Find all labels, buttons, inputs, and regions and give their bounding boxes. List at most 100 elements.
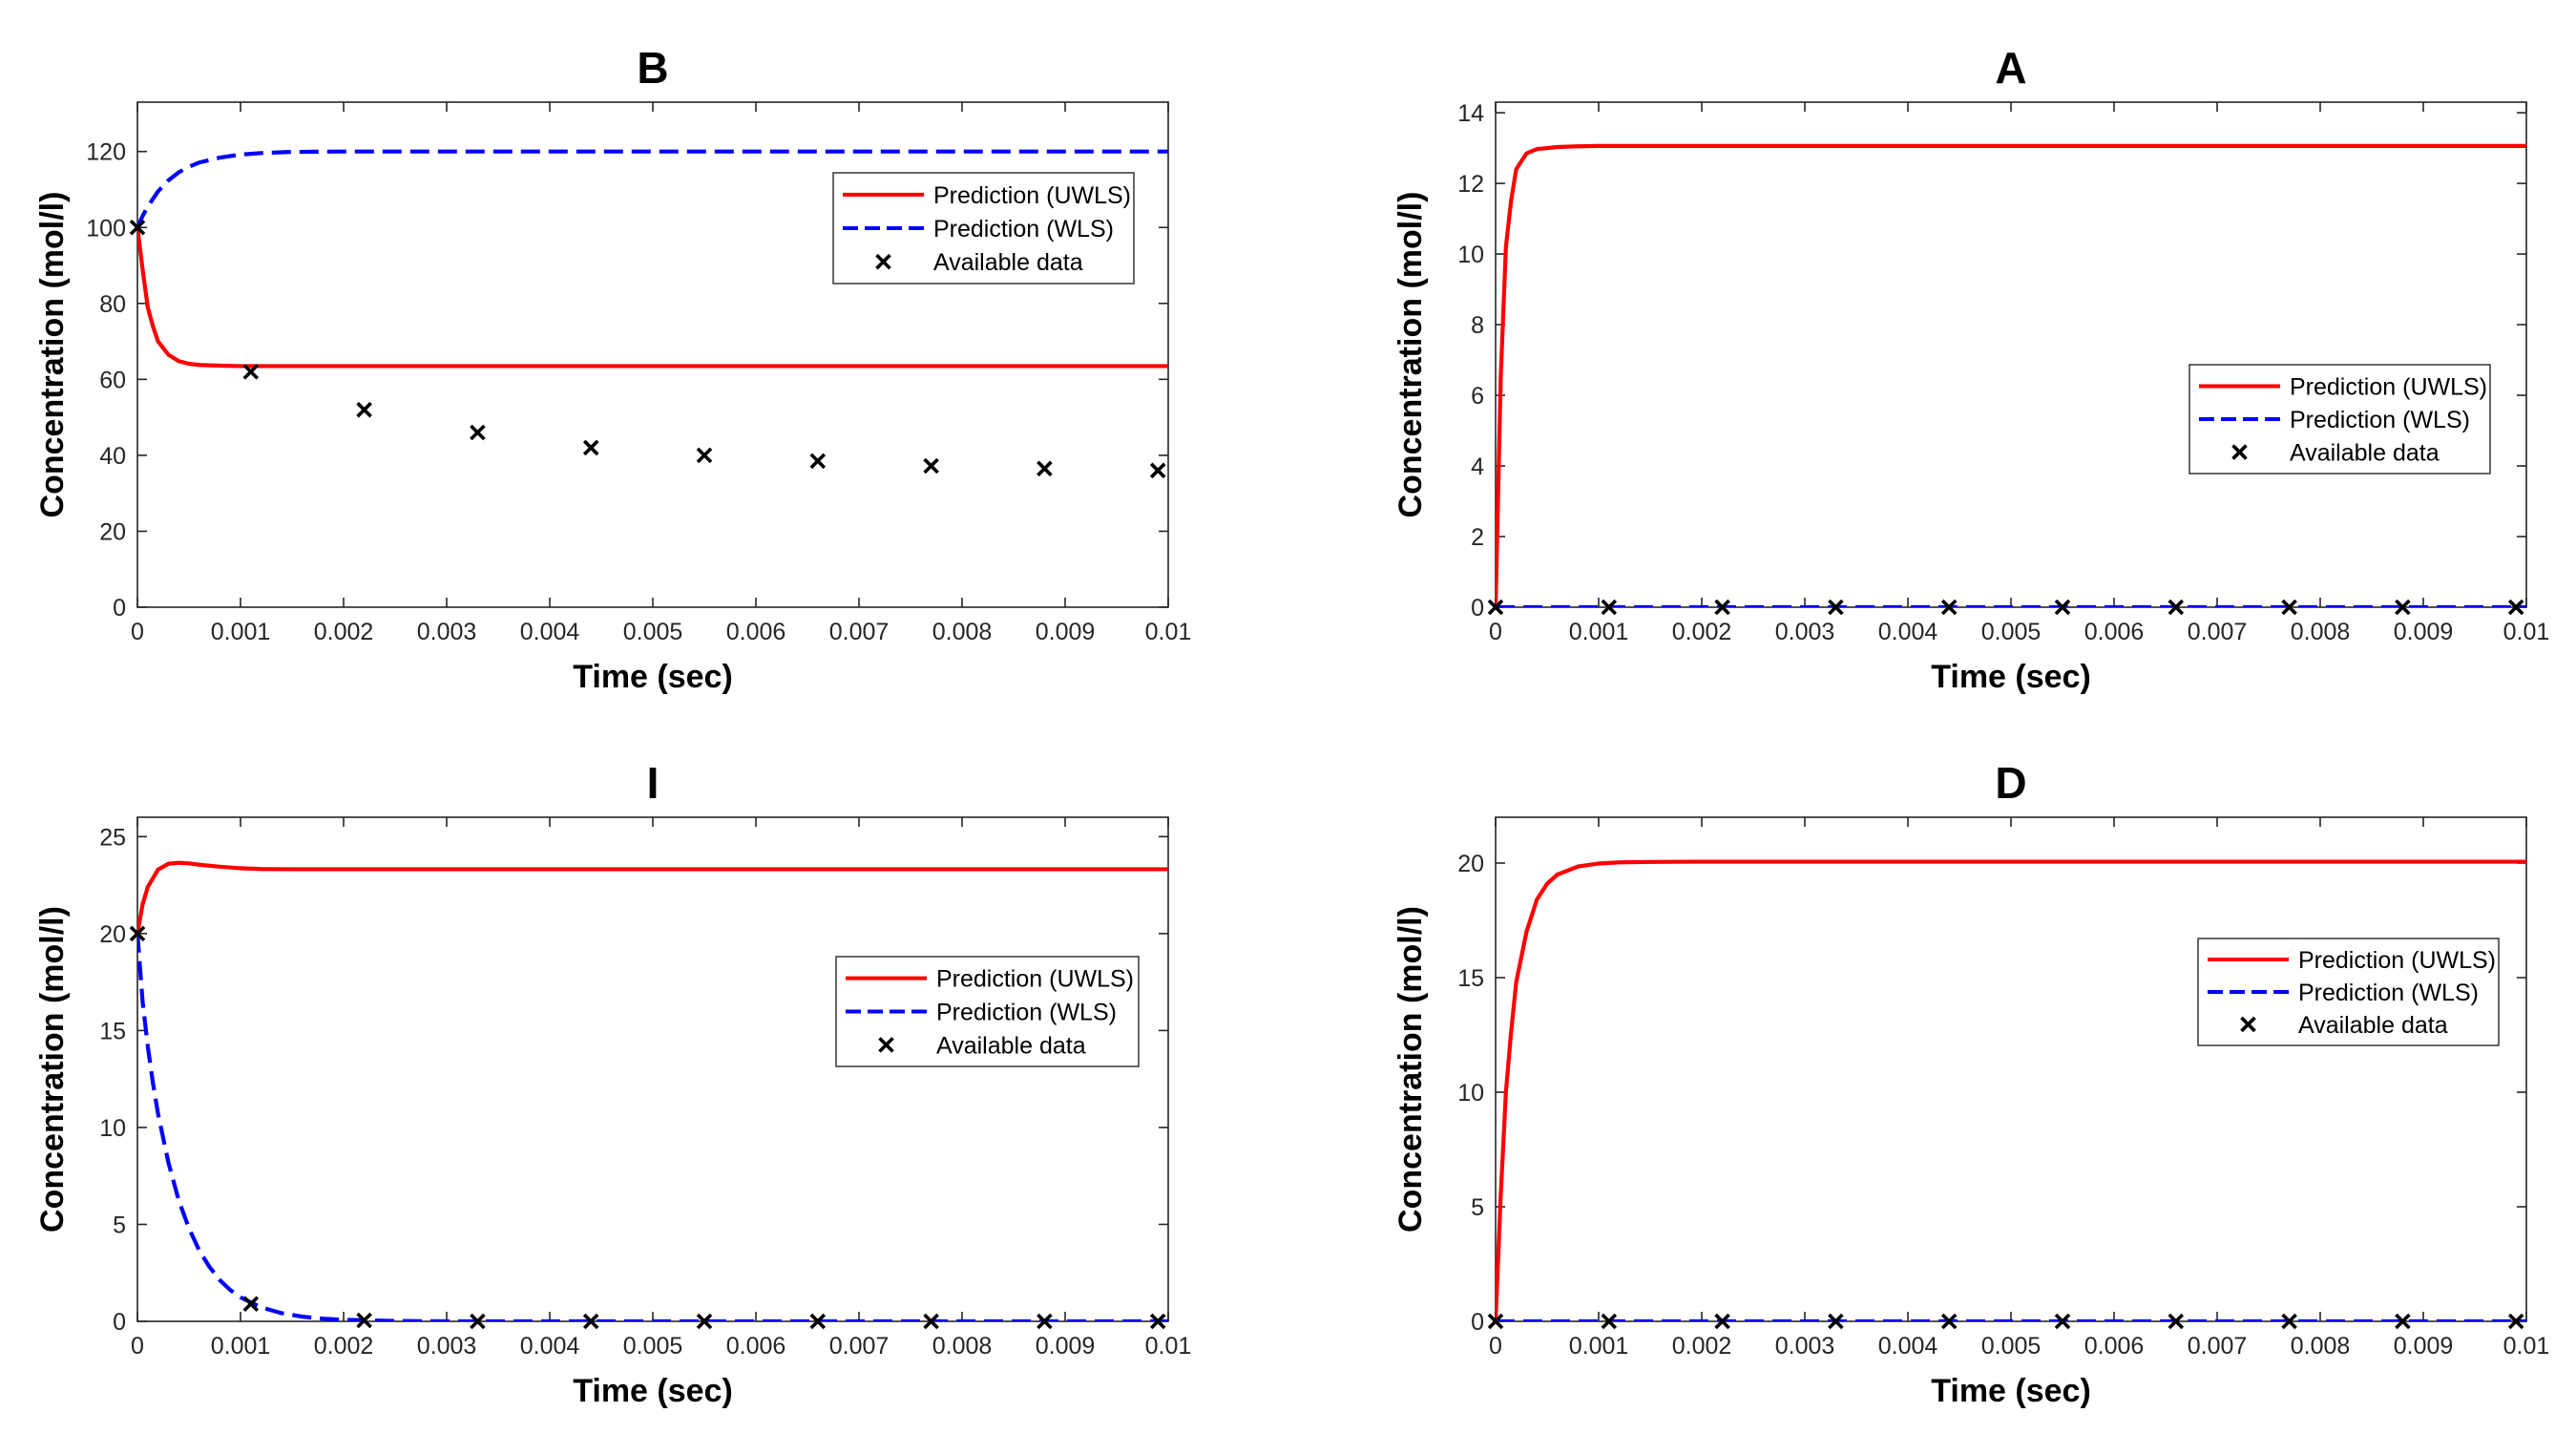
x-tick-label: 0.002 bbox=[314, 1333, 374, 1360]
data-marker-0 bbox=[1487, 599, 1504, 616]
data-marker-5 bbox=[2054, 599, 2071, 616]
data-marker-4 bbox=[582, 1313, 599, 1330]
x-tick-label: 0.005 bbox=[623, 1333, 683, 1360]
x-tick-label: 0.007 bbox=[2188, 619, 2248, 645]
y-tick-label: 12 bbox=[1457, 171, 1484, 198]
y-axis-label-b: Concentration (mol/l) bbox=[34, 192, 71, 518]
series-markers-a bbox=[1487, 599, 2524, 616]
x-tick-label: 0.001 bbox=[211, 619, 271, 645]
y-tick-label: 10 bbox=[1457, 242, 1484, 268]
data-marker-4 bbox=[1940, 1313, 1958, 1330]
y-axis-label-a: Concentration (mol/l) bbox=[1393, 192, 1429, 518]
x-tick-label: 0.008 bbox=[932, 1333, 993, 1360]
y-tick-label: 5 bbox=[113, 1212, 126, 1238]
panel-i: 0 0.001 0.002 0.003 0.004 0.005 0.006 0.007 0.00… bbox=[34, 758, 1191, 1409]
data-marker-8 bbox=[1037, 1313, 1053, 1330]
x-tick-label: 0.001 bbox=[1569, 1333, 1629, 1360]
panel-b: 0 0.001 0.002 0.003 0.004 0.005 0.006 0.007 0.00… bbox=[34, 43, 1191, 695]
x-tick-label: 0.006 bbox=[726, 619, 786, 645]
legend-box bbox=[832, 172, 1135, 285]
plot-area-a bbox=[1495, 101, 2527, 608]
y-tick-label: 14 bbox=[1457, 100, 1484, 127]
y-tick-label: 10 bbox=[99, 1115, 126, 1142]
y-tick-label: 15 bbox=[99, 1018, 126, 1044]
y-tick-label: 20 bbox=[99, 518, 126, 545]
x-tick-label: 0.01 bbox=[2503, 1333, 2550, 1360]
series-markers-b bbox=[129, 219, 1166, 479]
x-tick-label: 0.004 bbox=[520, 1333, 580, 1360]
data-marker-7 bbox=[2281, 599, 2297, 616]
y-axis-label-i: Concentration (mol/l) bbox=[34, 906, 71, 1233]
x-tick-label: 0.004 bbox=[520, 619, 580, 645]
series-group-b bbox=[137, 149, 1168, 369]
legend-label: Prediction (UWLS) bbox=[933, 182, 1131, 209]
data-marker-legend bbox=[2231, 444, 2248, 460]
series-line-wls bbox=[137, 933, 1168, 1321]
y-tick-label: 2 bbox=[1471, 524, 1484, 551]
data-marker-2 bbox=[356, 1312, 372, 1329]
x-tick-label: 0 bbox=[131, 619, 144, 645]
data-marker-1 bbox=[242, 1296, 260, 1312]
legend-label: Prediction (WLS) bbox=[936, 1000, 1117, 1026]
data-marker-6 bbox=[809, 1313, 827, 1330]
data-marker-9 bbox=[2507, 1313, 2524, 1330]
legend-label: Prediction (UWLS) bbox=[2290, 373, 2487, 400]
data-marker-6 bbox=[809, 453, 827, 470]
x-tick-label: 0.002 bbox=[1672, 619, 1732, 645]
data-marker-7 bbox=[923, 1313, 939, 1330]
y-axis-label-d: Concentration (mol/l) bbox=[1393, 906, 1429, 1233]
y-tick-label: 5 bbox=[1471, 1194, 1484, 1221]
x-tick-label: 0.01 bbox=[1145, 1333, 1192, 1360]
x-tick-label: 0.001 bbox=[211, 1333, 271, 1360]
data-marker-3 bbox=[470, 424, 486, 441]
data-marker-7 bbox=[923, 457, 939, 474]
x-tick-label: 0.007 bbox=[829, 619, 890, 645]
x-tick-label: 0.009 bbox=[2394, 1333, 2454, 1360]
x-tick-label: 0.006 bbox=[726, 1333, 786, 1360]
x-axis-label-i: Time (sec) bbox=[573, 1373, 733, 1409]
x-tick-label: 0.009 bbox=[2394, 619, 2454, 645]
legend-label: Available data bbox=[2290, 440, 2440, 467]
y-tick-label: 4 bbox=[1471, 453, 1484, 480]
x-tick-label: 0 bbox=[131, 1333, 144, 1360]
x-tick-label: 0.004 bbox=[1878, 619, 1938, 645]
x-tick-label: 0.009 bbox=[1036, 1333, 1096, 1360]
data-marker-0 bbox=[1487, 1313, 1504, 1330]
legend-label: Available data bbox=[933, 249, 1083, 276]
series-markers-d bbox=[1487, 1313, 2524, 1330]
y-tick-label: 10 bbox=[1457, 1080, 1484, 1107]
x-tick-label: 0.007 bbox=[829, 1333, 890, 1360]
legend-label: Prediction (WLS) bbox=[933, 216, 1114, 243]
y-tick-label: 100 bbox=[86, 215, 126, 242]
series-group-i bbox=[137, 860, 1168, 1321]
legend-label: Prediction (WLS) bbox=[2290, 407, 2470, 433]
x-tick-label: 0 bbox=[1489, 619, 1502, 645]
data-marker-8 bbox=[2395, 1313, 2411, 1330]
panel-d: 0 0.001 0.002 0.003 0.004 0.005 0.006 0.007 0.00… bbox=[1393, 758, 2549, 1409]
x-tick-label: 0.01 bbox=[2503, 619, 2550, 645]
legend-a: Prediction (UWLS) Prediction (WLS) Availab… bbox=[2189, 364, 2491, 474]
data-marker-5 bbox=[696, 1313, 713, 1330]
data-marker-0 bbox=[129, 925, 146, 942]
y-tick-label: 40 bbox=[99, 443, 126, 470]
legend-b: Prediction (UWLS) Prediction (WLS) Availab… bbox=[832, 172, 1135, 285]
x-tick-label: 0.003 bbox=[1775, 619, 1835, 645]
x-tick-label: 0.004 bbox=[1878, 1333, 1938, 1360]
data-marker-2 bbox=[1714, 599, 1730, 616]
chart-title-b: B bbox=[637, 43, 668, 93]
x-tick-label: 0.005 bbox=[1981, 1333, 2042, 1360]
y-tick-label: 0 bbox=[113, 595, 126, 622]
series-group-a bbox=[1496, 143, 2526, 607]
legend-d: Prediction (UWLS) Prediction (WLS) Availab… bbox=[2197, 938, 2500, 1046]
x-tick-label: 0.003 bbox=[1775, 1333, 1835, 1360]
x-axis-label-d: Time (sec) bbox=[1931, 1373, 2091, 1409]
series-line-uwls bbox=[137, 227, 1168, 369]
data-marker-6 bbox=[2168, 599, 2185, 616]
data-marker-6 bbox=[2168, 1313, 2185, 1330]
data-marker-2 bbox=[356, 401, 372, 418]
legend-label: Prediction (UWLS) bbox=[936, 966, 1134, 993]
series-line-uwls bbox=[1496, 143, 2526, 607]
legend-box bbox=[2189, 364, 2491, 474]
data-marker-8 bbox=[1037, 460, 1053, 477]
